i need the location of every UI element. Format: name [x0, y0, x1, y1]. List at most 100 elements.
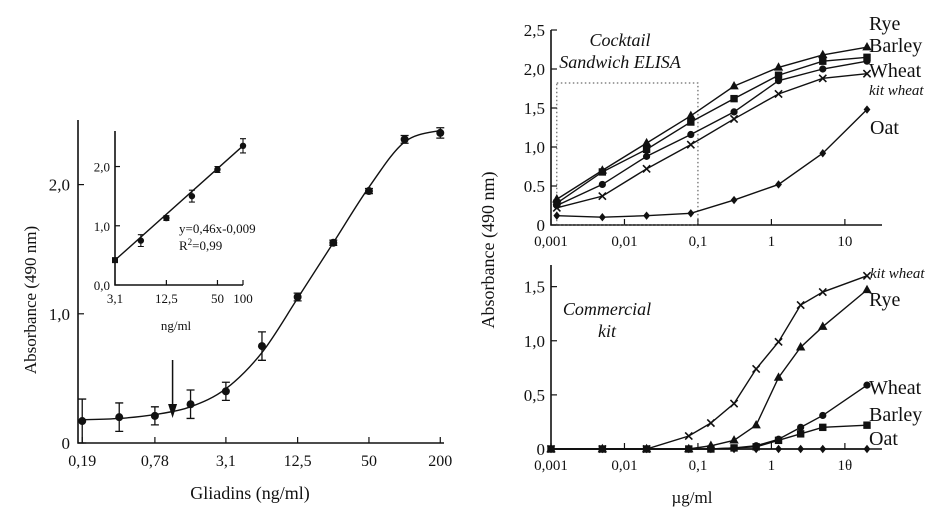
left-data-point — [221, 387, 230, 396]
inset-y-tick-label: 2,0 — [94, 160, 110, 175]
inset-x-tick-label: 12,5 — [155, 291, 178, 306]
bottom-right-series-marker — [774, 337, 783, 347]
left-x-tick-label: 200 — [428, 453, 452, 470]
left-y-tick-label: 1,0 — [49, 305, 70, 324]
inset-r-squared: R2=0,99 — [179, 237, 222, 253]
top-right-series-marker — [863, 105, 871, 114]
bottom-right-series-marker — [818, 321, 828, 330]
left-data-point — [150, 411, 159, 420]
bottom-right-series-marker — [643, 444, 650, 454]
left-data-point — [364, 187, 373, 196]
bottom-right-series-marker — [863, 444, 871, 454]
top-right-series-marker — [553, 211, 561, 220]
top-right-highlight-box — [556, 82, 699, 226]
bottom-right-series-marker — [729, 399, 739, 408]
bottom-right-series-marker — [751, 364, 761, 374]
bottom-right-series-marker — [774, 436, 783, 445]
bottom-right-y-tick-label: 0,5 — [524, 386, 545, 405]
bottom-right-series-marker — [730, 444, 738, 454]
top-right-series-line — [556, 109, 868, 218]
top-right-series-marker — [730, 195, 738, 205]
top-right-y-tick-label: 1,5 — [524, 99, 545, 118]
inset-y-tick-label: 0,0 — [94, 278, 110, 293]
top-right-x-tick-label: 1 — [768, 234, 776, 250]
top-right-series-marker — [686, 110, 696, 119]
top-right-series-marker — [774, 77, 783, 85]
top-right-series-line — [556, 72, 868, 209]
top-right-series-label: Oat — [870, 117, 899, 139]
bottom-right-y-tick-label: 0 — [537, 440, 546, 459]
bottom-right-chart-panel: Commercial kit µg/ml 0 0,5 1,0 1,5 0,001 0,01… — [524, 265, 925, 507]
left-x-tick-label: 3,1 — [216, 453, 236, 470]
bottom-right-series-marker — [729, 435, 739, 444]
left-x-axis-label: Gliadins (ng/ml) — [190, 483, 310, 504]
top-right-x-tick-label: 10 — [837, 234, 852, 250]
inset-axes — [114, 131, 243, 286]
inset-data-point — [214, 166, 221, 173]
top-right-series-marker — [729, 80, 739, 90]
inset-equation: y=0,46x-0,009 — [179, 221, 256, 236]
bottom-right-series-label: kit wheat — [870, 266, 925, 282]
top-right-series-marker — [774, 89, 783, 99]
inset-x-axis-label: ng/ml — [161, 318, 192, 333]
bottom-right-y-tick-label: 1,0 — [524, 332, 545, 351]
bottom-right-x-axis-label: µg/ml — [672, 488, 713, 507]
top-right-series-marker — [729, 114, 739, 124]
left-data-point — [186, 400, 195, 409]
top-right-title-line1: Cocktail — [590, 30, 651, 50]
top-right-series-marker — [686, 140, 695, 149]
top-right-series-marker — [819, 65, 827, 73]
bottom-right-series-label: Barley — [869, 404, 922, 426]
top-right-series-marker — [687, 130, 695, 139]
bottom-right-x-tick-label: 1 — [768, 458, 776, 474]
bottom-right-series-marker — [796, 300, 805, 310]
top-right-series-label: kit wheat — [869, 83, 924, 99]
top-right-series-marker — [598, 191, 607, 201]
bottom-right-x-tick-label: 0,1 — [689, 458, 708, 474]
top-right-series-marker — [863, 57, 871, 65]
top-right-series-marker — [642, 145, 651, 154]
top-right-title-line2: Sandwich ELISA — [559, 52, 681, 72]
top-right-chart-panel: Cocktail Sandwich ELISA 0 0.5 1,0 1,5 2,0 2,5… — [524, 13, 925, 250]
top-right-series-line — [556, 46, 868, 200]
bottom-right-title-line2: kit — [598, 321, 617, 341]
inset-y-tick-label: 1,0 — [94, 219, 110, 234]
top-right-series-marker — [687, 209, 695, 218]
bottom-right-series-marker — [796, 430, 805, 438]
bottom-right-series-marker — [819, 444, 827, 454]
left-x-tick-label: 12,5 — [284, 453, 312, 470]
top-right-y-tick-label: 1,0 — [524, 138, 545, 157]
top-right-series-marker — [643, 211, 650, 220]
inset-fit-line — [114, 145, 244, 261]
bottom-right-series-marker — [818, 287, 827, 297]
top-right-y-tick-label: 0 — [537, 216, 546, 235]
bottom-right-series-label: Oat — [869, 428, 898, 450]
bottom-right-series-marker — [706, 418, 716, 428]
bottom-right-series-marker — [819, 423, 827, 432]
top-right-series-marker — [730, 94, 738, 103]
left-y-tick-label: 2,0 — [49, 176, 70, 195]
inset-x-tick-label: 3,1 — [107, 291, 123, 306]
top-right-series-marker — [642, 164, 651, 174]
top-right-series-marker — [598, 168, 607, 176]
top-right-series-marker — [863, 53, 871, 61]
bottom-right-series-marker — [752, 444, 760, 454]
top-right-series-label: Rye — [869, 13, 901, 35]
top-right-x-tick-label: 0,1 — [689, 234, 708, 250]
bottom-right-series-marker — [751, 419, 761, 429]
top-right-series-marker — [641, 137, 652, 147]
bottom-right-series-marker — [707, 444, 715, 454]
bottom-right-series-marker — [773, 372, 784, 381]
bottom-right-series-marker — [797, 444, 805, 454]
inset-data-point — [112, 257, 118, 264]
bottom-right-series-marker — [863, 381, 871, 389]
bottom-right-series-marker — [684, 431, 693, 441]
bottom-right-series-marker — [863, 421, 871, 429]
top-right-series-label: Wheat — [869, 60, 922, 82]
top-right-series-marker — [687, 118, 695, 126]
top-right-series-marker — [818, 74, 827, 83]
inset-data-point — [239, 142, 247, 150]
top-right-x-tick-label: 0,01 — [611, 234, 637, 250]
left-data-point — [78, 417, 87, 426]
